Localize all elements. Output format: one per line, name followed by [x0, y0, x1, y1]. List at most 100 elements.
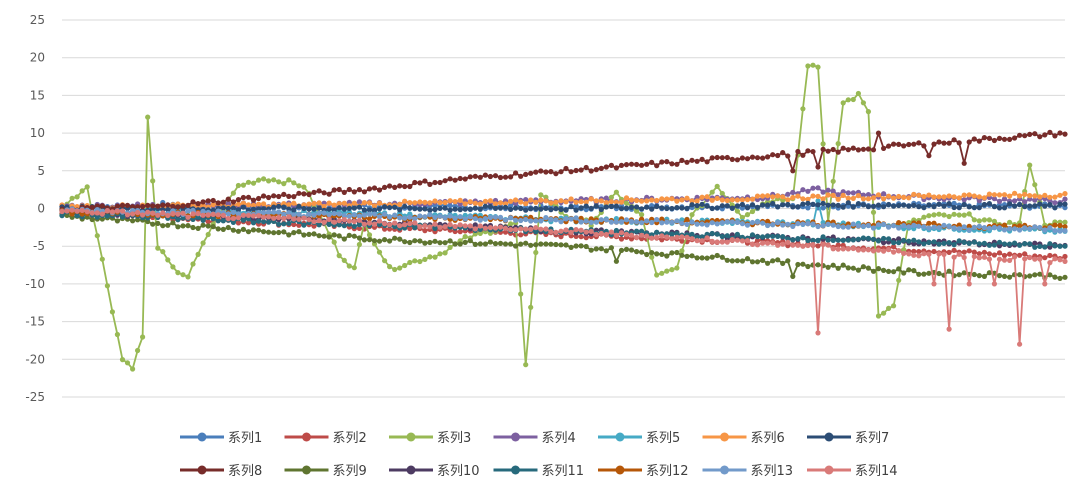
series-point — [891, 303, 897, 309]
series-point — [840, 192, 846, 198]
series-point — [261, 176, 267, 182]
series-point — [422, 228, 428, 234]
series-point — [911, 191, 917, 197]
series-point — [210, 211, 216, 217]
series-point — [1017, 193, 1023, 199]
series-point — [135, 347, 141, 354]
series-point — [306, 211, 312, 217]
series-point — [180, 210, 186, 216]
series-point — [835, 192, 841, 198]
series-point — [1042, 244, 1048, 250]
series-point — [140, 212, 146, 218]
series-point — [432, 179, 438, 186]
series-point — [623, 246, 630, 252]
series-point — [286, 193, 292, 199]
series-point — [739, 214, 746, 221]
legend-swatch-marker — [615, 465, 625, 475]
series-point — [326, 191, 332, 197]
series-point — [553, 206, 559, 212]
series-point — [261, 219, 267, 225]
series-point — [492, 225, 499, 231]
series-point — [608, 203, 615, 210]
series-point — [971, 253, 977, 260]
series-point — [467, 214, 473, 220]
series-point — [568, 204, 574, 210]
series-point — [603, 231, 609, 238]
series-point — [906, 224, 912, 230]
series-point — [573, 199, 579, 205]
series-point — [598, 217, 604, 223]
series-point — [805, 242, 811, 249]
series-point — [911, 237, 917, 243]
series-point — [749, 232, 756, 238]
series-point — [351, 212, 357, 218]
series-point — [256, 177, 262, 183]
series-point — [639, 212, 645, 218]
series-point — [981, 273, 988, 279]
series-point — [714, 252, 720, 259]
series-point — [1012, 198, 1018, 204]
series-point — [931, 194, 937, 200]
series-point — [119, 357, 126, 363]
series-point — [679, 205, 685, 211]
series-point — [215, 212, 221, 218]
series-point — [709, 197, 715, 203]
series-point — [1027, 131, 1033, 137]
series-point — [981, 249, 988, 255]
gridlines — [62, 19, 1065, 398]
series-point — [649, 254, 655, 260]
series-point — [714, 231, 720, 237]
series-point — [1042, 132, 1048, 138]
series-point — [815, 64, 821, 70]
series-point — [780, 260, 786, 266]
y-tick-label: 5 — [37, 164, 45, 178]
legend-swatch-marker — [720, 465, 729, 475]
series-point — [392, 184, 398, 190]
series-point — [780, 150, 786, 156]
series-point — [805, 188, 811, 194]
series-point — [1001, 257, 1008, 263]
series-point — [190, 216, 196, 222]
series-point — [548, 216, 554, 222]
series-point — [628, 232, 635, 238]
series-point — [422, 256, 428, 262]
series-point — [936, 201, 942, 207]
series-point — [250, 220, 257, 226]
series-point — [296, 222, 302, 228]
series-point — [946, 213, 952, 220]
series-point — [397, 201, 403, 208]
series-point — [613, 199, 620, 205]
series-point — [765, 154, 771, 160]
series-point — [548, 229, 554, 235]
series-point — [1062, 191, 1068, 197]
series-point — [820, 241, 826, 247]
series-point — [361, 189, 367, 195]
series-point — [684, 195, 690, 201]
series-point — [976, 255, 982, 261]
series-point — [99, 211, 105, 217]
series-point — [1017, 272, 1023, 278]
series-point — [528, 218, 534, 224]
series-point — [845, 200, 851, 206]
series-point — [850, 221, 856, 227]
series-point — [452, 215, 458, 221]
series-point — [366, 216, 373, 222]
series-point — [402, 198, 408, 204]
series-point — [1052, 133, 1058, 139]
series-point — [911, 202, 917, 208]
series-point — [991, 242, 998, 248]
series-point — [770, 258, 776, 264]
series-point — [205, 198, 211, 204]
series-point — [886, 143, 892, 149]
series-point — [906, 141, 912, 148]
series-point — [770, 240, 776, 246]
series-point — [881, 240, 887, 246]
series-point — [659, 237, 665, 243]
series-point — [634, 234, 640, 241]
legend-swatch-marker — [824, 432, 834, 442]
series-point — [538, 206, 544, 212]
series-point — [623, 200, 630, 206]
series-point — [261, 201, 267, 207]
series-point — [422, 199, 428, 205]
series-point — [432, 238, 438, 244]
